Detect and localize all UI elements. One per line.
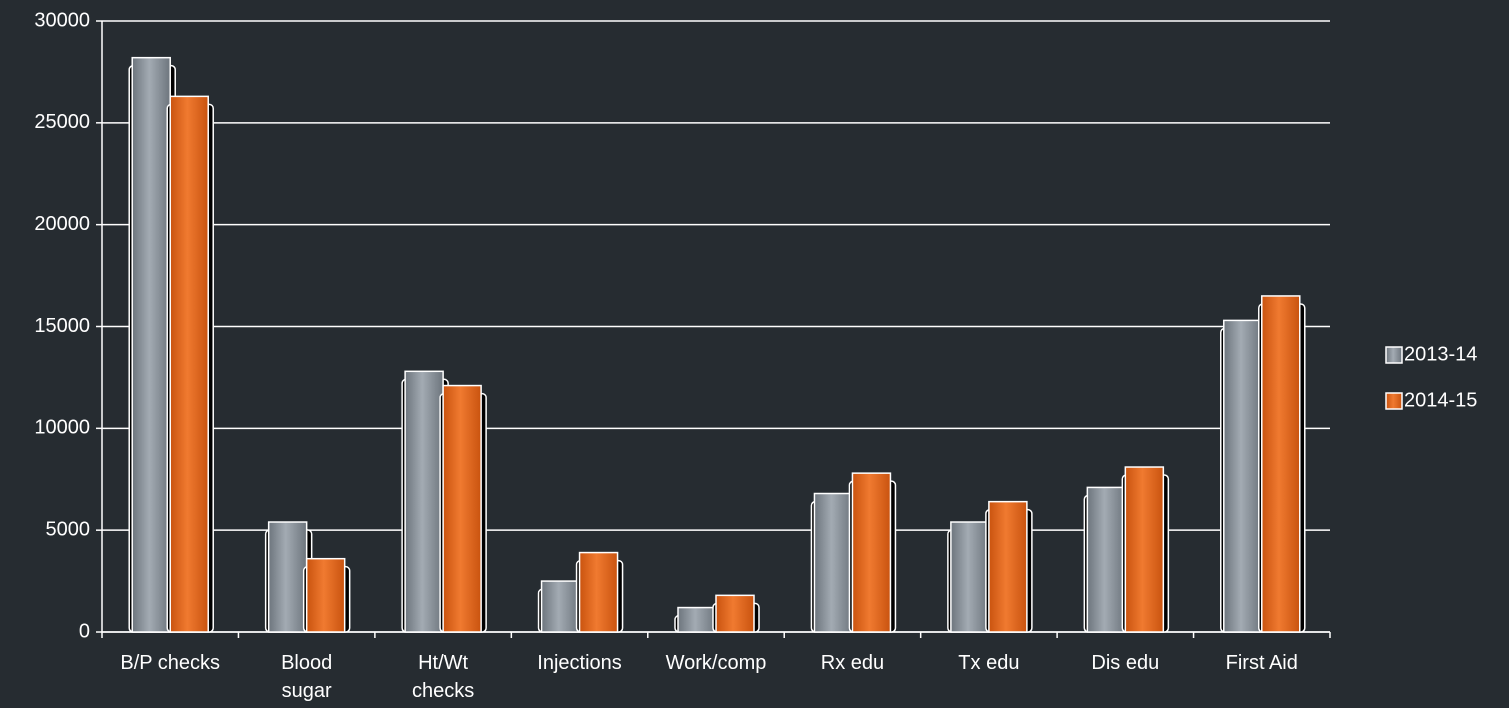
x-tick-label-line: Blood (281, 652, 332, 674)
x-tick-label-line: Rx edu (821, 652, 884, 674)
bar (851, 472, 892, 633)
x-tick-label: Tx edu (958, 652, 1019, 674)
bar (950, 521, 990, 633)
x-tick-label-line: sugar (282, 680, 332, 702)
x-tick-label: Blood sugar (281, 652, 332, 702)
y-tick-label: 20000 (34, 213, 90, 235)
x-tick-label-line: Dis edu (1091, 652, 1159, 674)
x-tick-label: B/P checks (120, 652, 220, 674)
x-tick-label-line: Tx edu (958, 652, 1019, 674)
bar (715, 594, 755, 633)
x-tick-label: Ht/Wt checks (412, 652, 474, 702)
x-tick-label: First Aid (1226, 652, 1298, 674)
bar (1124, 466, 1165, 633)
x-tick-label: Injections (537, 652, 622, 674)
x-tick-label-line: First Aid (1226, 652, 1298, 674)
x-tick-label: Rx edu (821, 652, 884, 674)
x-tick-label-line: B/P checks (120, 652, 220, 674)
bar (404, 370, 444, 633)
bar (677, 606, 717, 633)
x-tick-label-line: Ht/Wt (418, 652, 468, 674)
y-tick-label: 5000 (46, 518, 91, 540)
y-tick-label: 30000 (34, 9, 90, 31)
legend-label: 2013-14 (1404, 343, 1477, 365)
y-tick-label: 15000 (34, 315, 90, 337)
bar (131, 56, 171, 633)
x-tick-label: Work/comp (666, 652, 767, 674)
bar (578, 551, 619, 633)
y-tick-label: 10000 (34, 417, 90, 439)
legend-label: 2014-15 (1404, 389, 1477, 411)
x-tick-label-line: Injections (537, 652, 622, 674)
bar (1086, 486, 1127, 633)
bar (169, 95, 209, 633)
bar (540, 580, 581, 633)
y-tick-label: 0 (79, 620, 90, 642)
bar (1261, 295, 1301, 633)
bar (442, 384, 482, 633)
y-tick-label: 25000 (34, 111, 90, 133)
bar (813, 492, 854, 633)
x-tick-label-line: Work/comp (666, 652, 767, 674)
bar (1223, 319, 1263, 633)
legend-swatch (1385, 392, 1403, 410)
bar (305, 557, 346, 633)
x-tick-label-line: checks (412, 680, 474, 702)
legend-swatch (1385, 346, 1403, 364)
x-tick-label: Dis edu (1091, 652, 1159, 674)
bar (988, 500, 1028, 633)
bar (267, 521, 308, 633)
